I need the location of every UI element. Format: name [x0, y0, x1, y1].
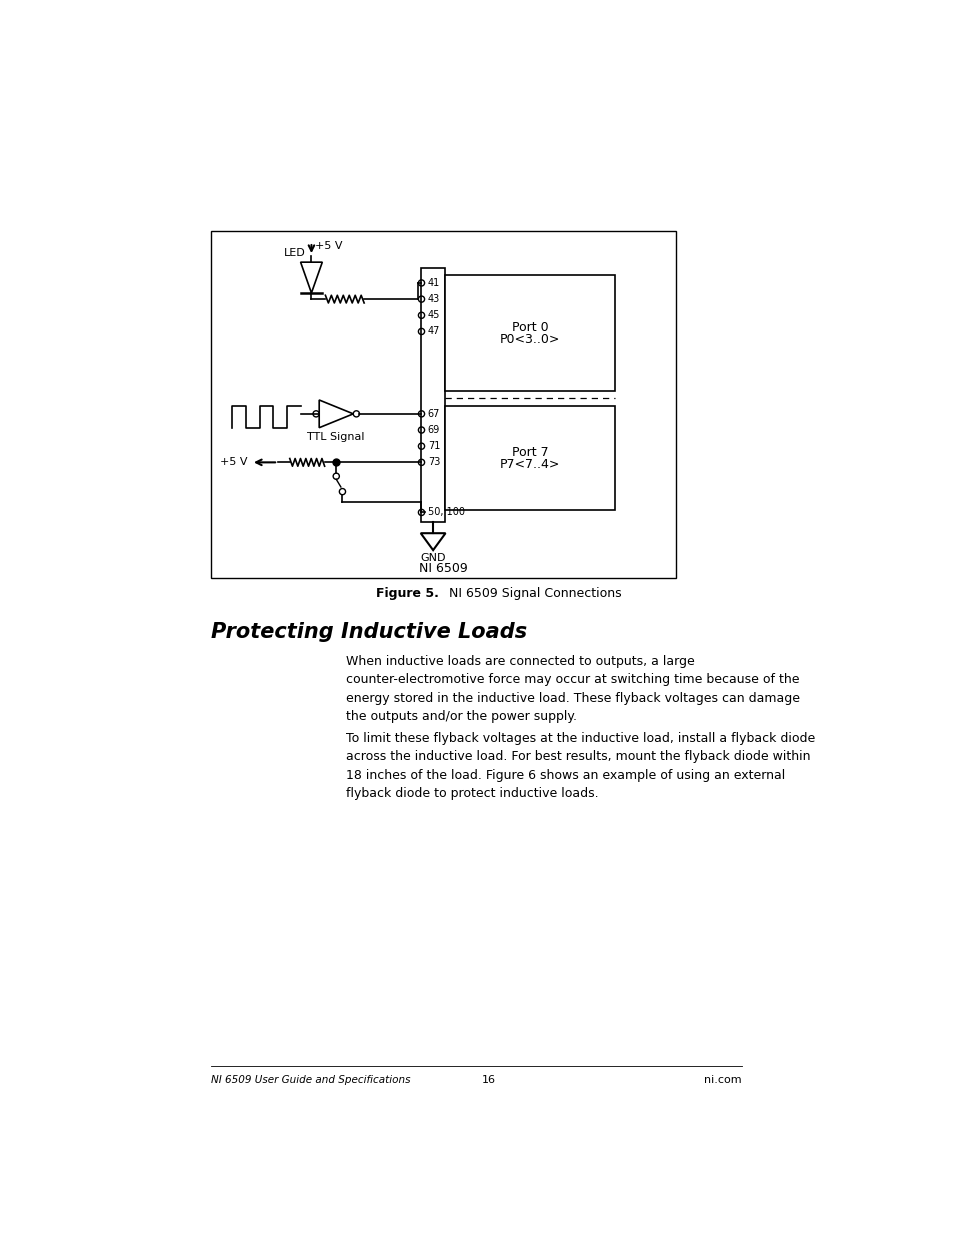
Text: NI 6509 User Guide and Specifications: NI 6509 User Guide and Specifications: [211, 1074, 410, 1084]
Text: 50, 100: 50, 100: [427, 508, 464, 517]
Bar: [421, 268, 444, 521]
Text: Figure 5.: Figure 5.: [376, 587, 439, 600]
Text: NI 6509 Signal Connections: NI 6509 Signal Connections: [440, 587, 620, 600]
Text: 71: 71: [427, 441, 439, 451]
Text: LED: LED: [283, 248, 305, 258]
Text: TTL Signal: TTL Signal: [307, 432, 365, 442]
Text: +5 V: +5 V: [314, 241, 342, 251]
Text: +5 V: +5 V: [219, 457, 247, 467]
Text: 45: 45: [427, 310, 439, 320]
Text: Protecting Inductive Loads: Protecting Inductive Loads: [211, 621, 526, 642]
Text: P0<3..0>: P0<3..0>: [499, 332, 559, 346]
Text: 47: 47: [427, 326, 439, 336]
Bar: [444, 406, 615, 510]
Text: 16: 16: [481, 1074, 496, 1084]
Text: ni.com: ni.com: [703, 1074, 740, 1084]
Text: 41: 41: [427, 278, 439, 288]
Text: NI 6509: NI 6509: [418, 562, 467, 576]
Text: 73: 73: [427, 457, 439, 467]
Text: Port 0: Port 0: [511, 321, 548, 335]
Text: GND: GND: [420, 553, 445, 563]
Text: 43: 43: [427, 294, 439, 304]
Text: P7<7..4>: P7<7..4>: [499, 458, 559, 471]
Text: Port 7: Port 7: [511, 446, 548, 459]
Text: 69: 69: [427, 425, 439, 435]
Text: When inductive loads are connected to outputs, a large
counter-electromotive for: When inductive loads are connected to ou…: [345, 655, 799, 724]
Text: 67: 67: [427, 409, 439, 419]
Text: To limit these flyback voltages at the inductive load, install a flyback diode
a: To limit these flyback voltages at the i…: [345, 732, 814, 800]
Bar: [444, 275, 615, 390]
Bar: [211, 231, 675, 578]
